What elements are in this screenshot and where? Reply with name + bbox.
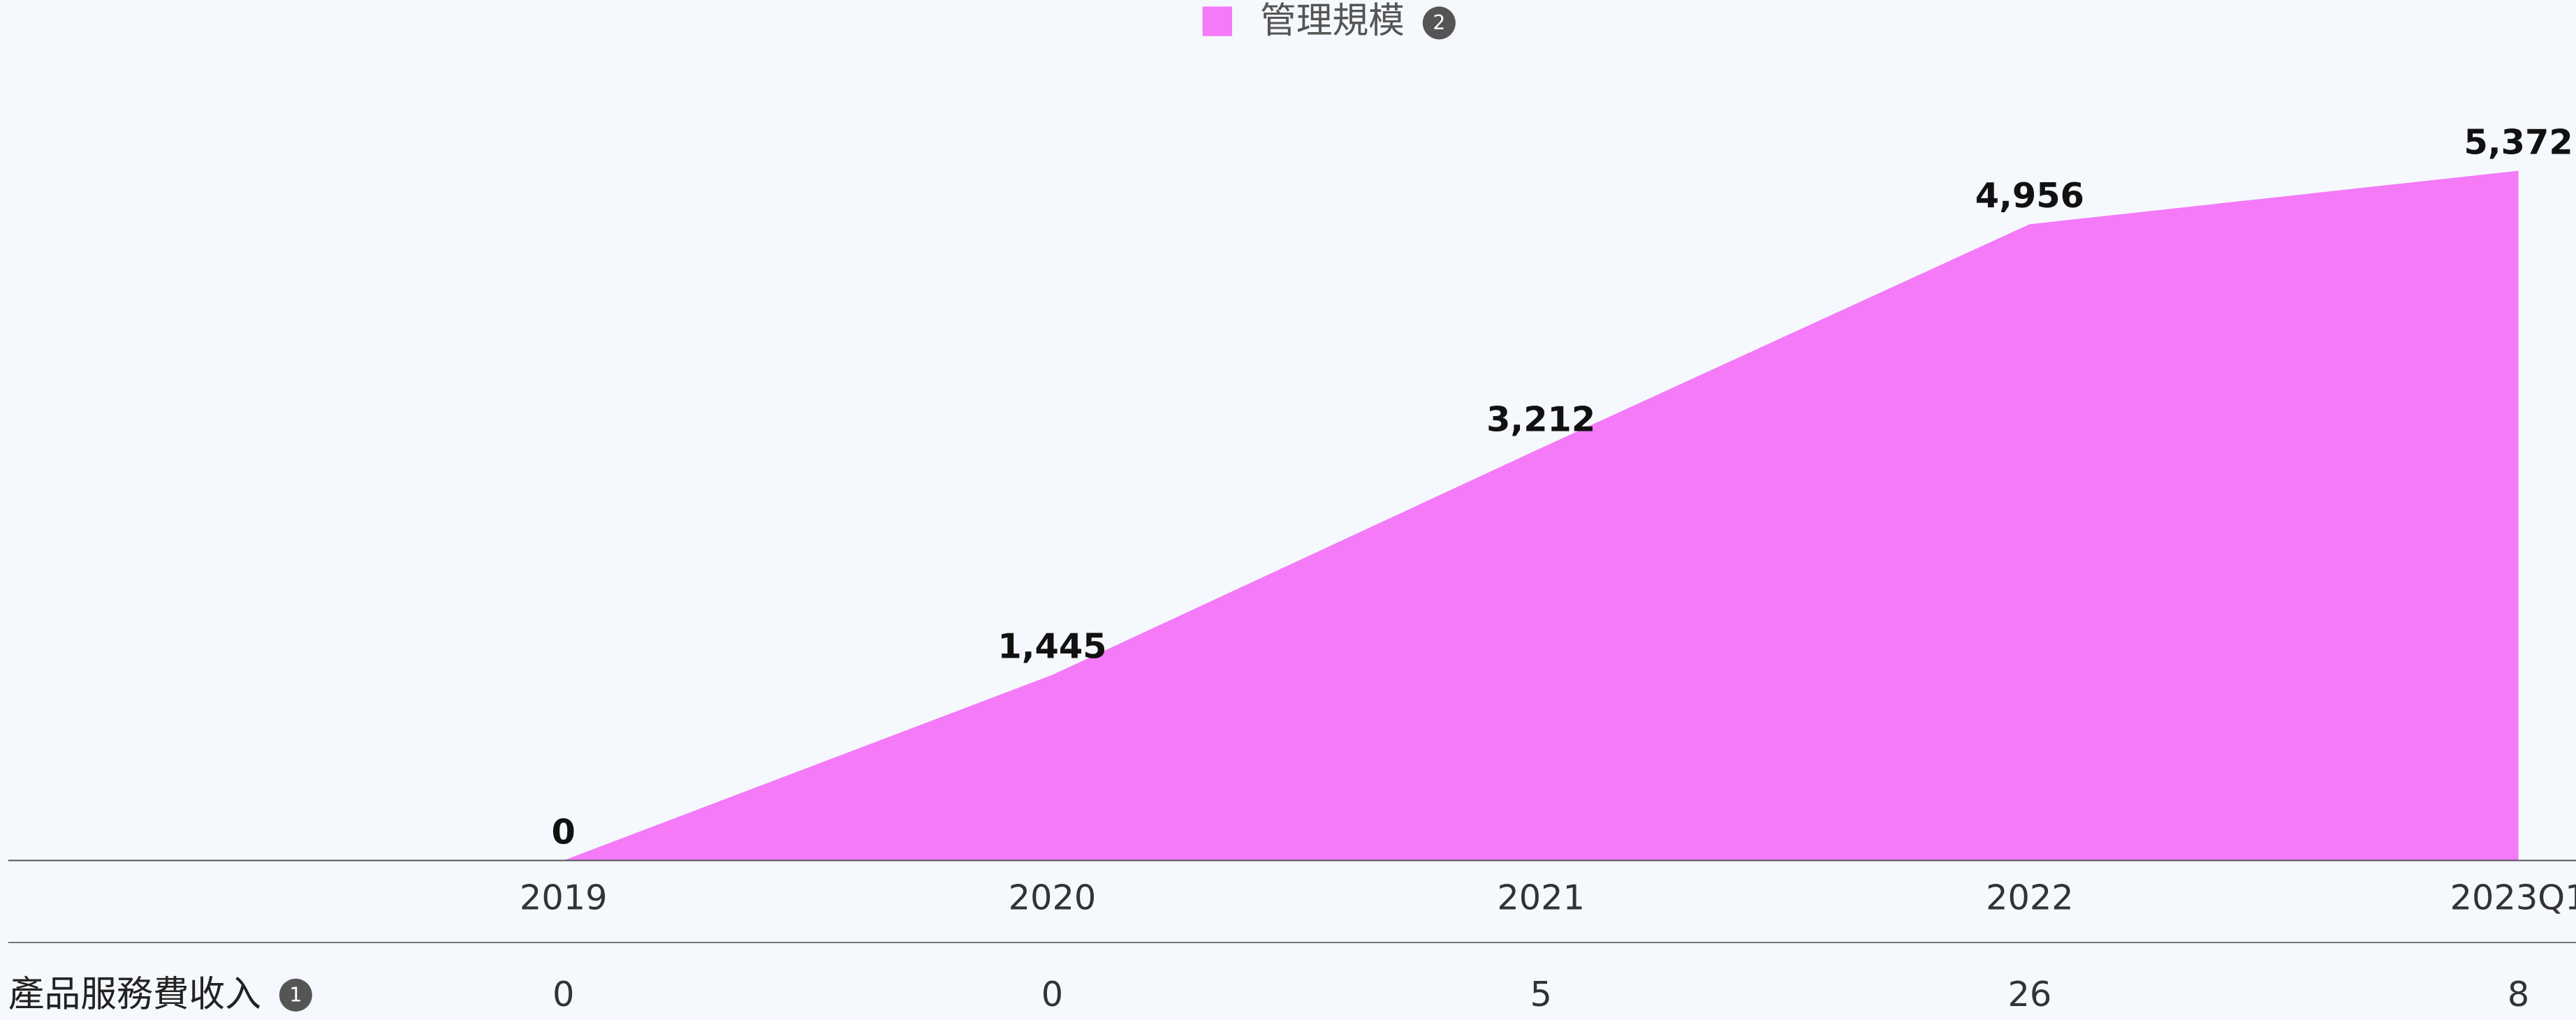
data-label: 3,212 [1486,399,1595,440]
table-cell: 0 [1041,974,1063,1014]
x-tick-label: 2019 [520,877,608,917]
table-row-label: 產品服務費收入 [8,974,261,1016]
legend-badge [1422,6,1456,40]
legend-swatch [1202,6,1232,36]
data-label: 4,956 [1975,175,2084,216]
data-label: 5,372 [2464,121,2573,162]
x-tick-label: 2022 [1986,877,2074,917]
data-label: 0 [552,811,576,852]
table-cell: 5 [1530,974,1551,1014]
table-badge-text: 1 [289,983,302,1006]
x-tick-label: 2021 [1497,877,1585,917]
x-tick-label: 2020 [1009,877,1097,917]
legend-label: 管理規模 [1260,0,1405,42]
x-tick-label: 2023Q1 [2450,877,2576,917]
table-cell: 26 [2007,974,2051,1014]
table-cell: 0 [552,974,574,1014]
area [563,170,2519,861]
legend-badge-text: 2 [1433,11,1445,34]
data-label: 1,445 [997,626,1106,667]
table-badge [279,978,312,1012]
table-cell: 8 [2508,974,2529,1014]
